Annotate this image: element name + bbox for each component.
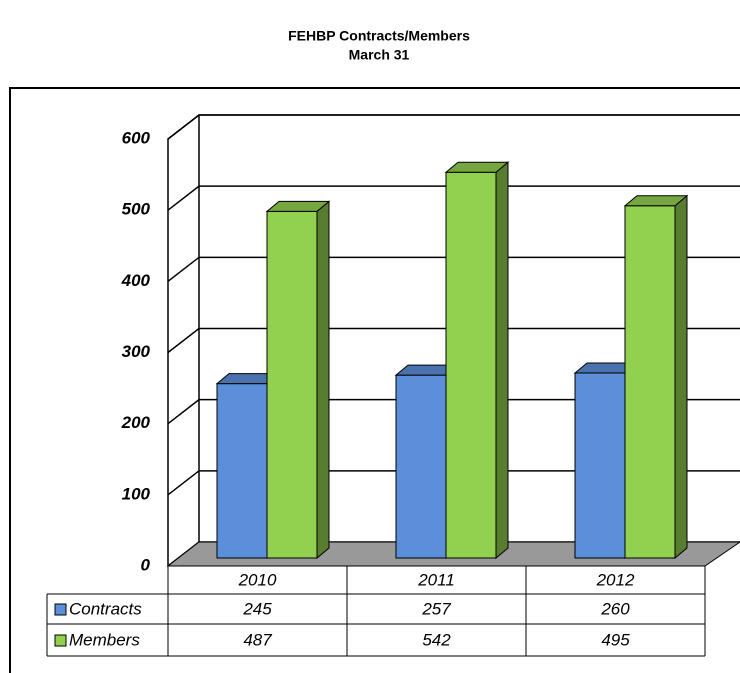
table-value: 257 xyxy=(421,599,451,618)
bar-top xyxy=(265,200,331,212)
table-value: 495 xyxy=(601,630,630,649)
legend-label: Members xyxy=(69,630,140,649)
grid-line xyxy=(167,185,740,211)
bar-front xyxy=(574,372,626,559)
bar-front xyxy=(624,205,676,559)
bar-side xyxy=(495,161,509,560)
bar-front xyxy=(216,383,268,559)
bar xyxy=(623,194,689,560)
chart-subtitle: March 31 xyxy=(349,47,410,63)
table-value: 260 xyxy=(600,599,630,618)
table-value: 487 xyxy=(243,630,272,649)
legend-swatch xyxy=(54,603,67,616)
legend-swatch xyxy=(54,634,67,647)
bar xyxy=(265,200,331,560)
grid-line xyxy=(167,327,740,354)
grid-line xyxy=(167,470,740,496)
bar-front xyxy=(395,374,447,559)
y-tick-label: 300 xyxy=(122,342,151,361)
bar-side xyxy=(316,200,330,560)
x-tick-label: 2010 xyxy=(238,570,277,589)
y-tick-label: 600 xyxy=(122,128,151,147)
bar-front xyxy=(445,171,497,559)
table-grid xyxy=(46,566,706,657)
table-value: 542 xyxy=(422,630,451,649)
bar-front xyxy=(266,210,318,559)
y-tick-label: 200 xyxy=(121,413,151,432)
table-value: 245 xyxy=(242,599,272,618)
grid-line xyxy=(167,256,740,282)
bar-top xyxy=(444,161,510,173)
chart-title: FEHBP Contracts/Members xyxy=(288,28,470,44)
grid-line xyxy=(167,114,740,140)
frame xyxy=(9,87,740,673)
bar xyxy=(444,161,510,560)
y-tick-label: 100 xyxy=(122,484,151,503)
legend-label: Contracts xyxy=(69,599,142,618)
y-tick-label: 0 xyxy=(141,555,151,574)
x-tick-label: 2011 xyxy=(417,570,455,589)
grid-line xyxy=(167,398,740,425)
bar-top xyxy=(623,195,689,207)
bar-side xyxy=(674,194,688,560)
y-tick-label: 400 xyxy=(121,271,151,290)
y-tick-label: 500 xyxy=(122,200,151,219)
x-tick-label: 2012 xyxy=(596,570,635,589)
